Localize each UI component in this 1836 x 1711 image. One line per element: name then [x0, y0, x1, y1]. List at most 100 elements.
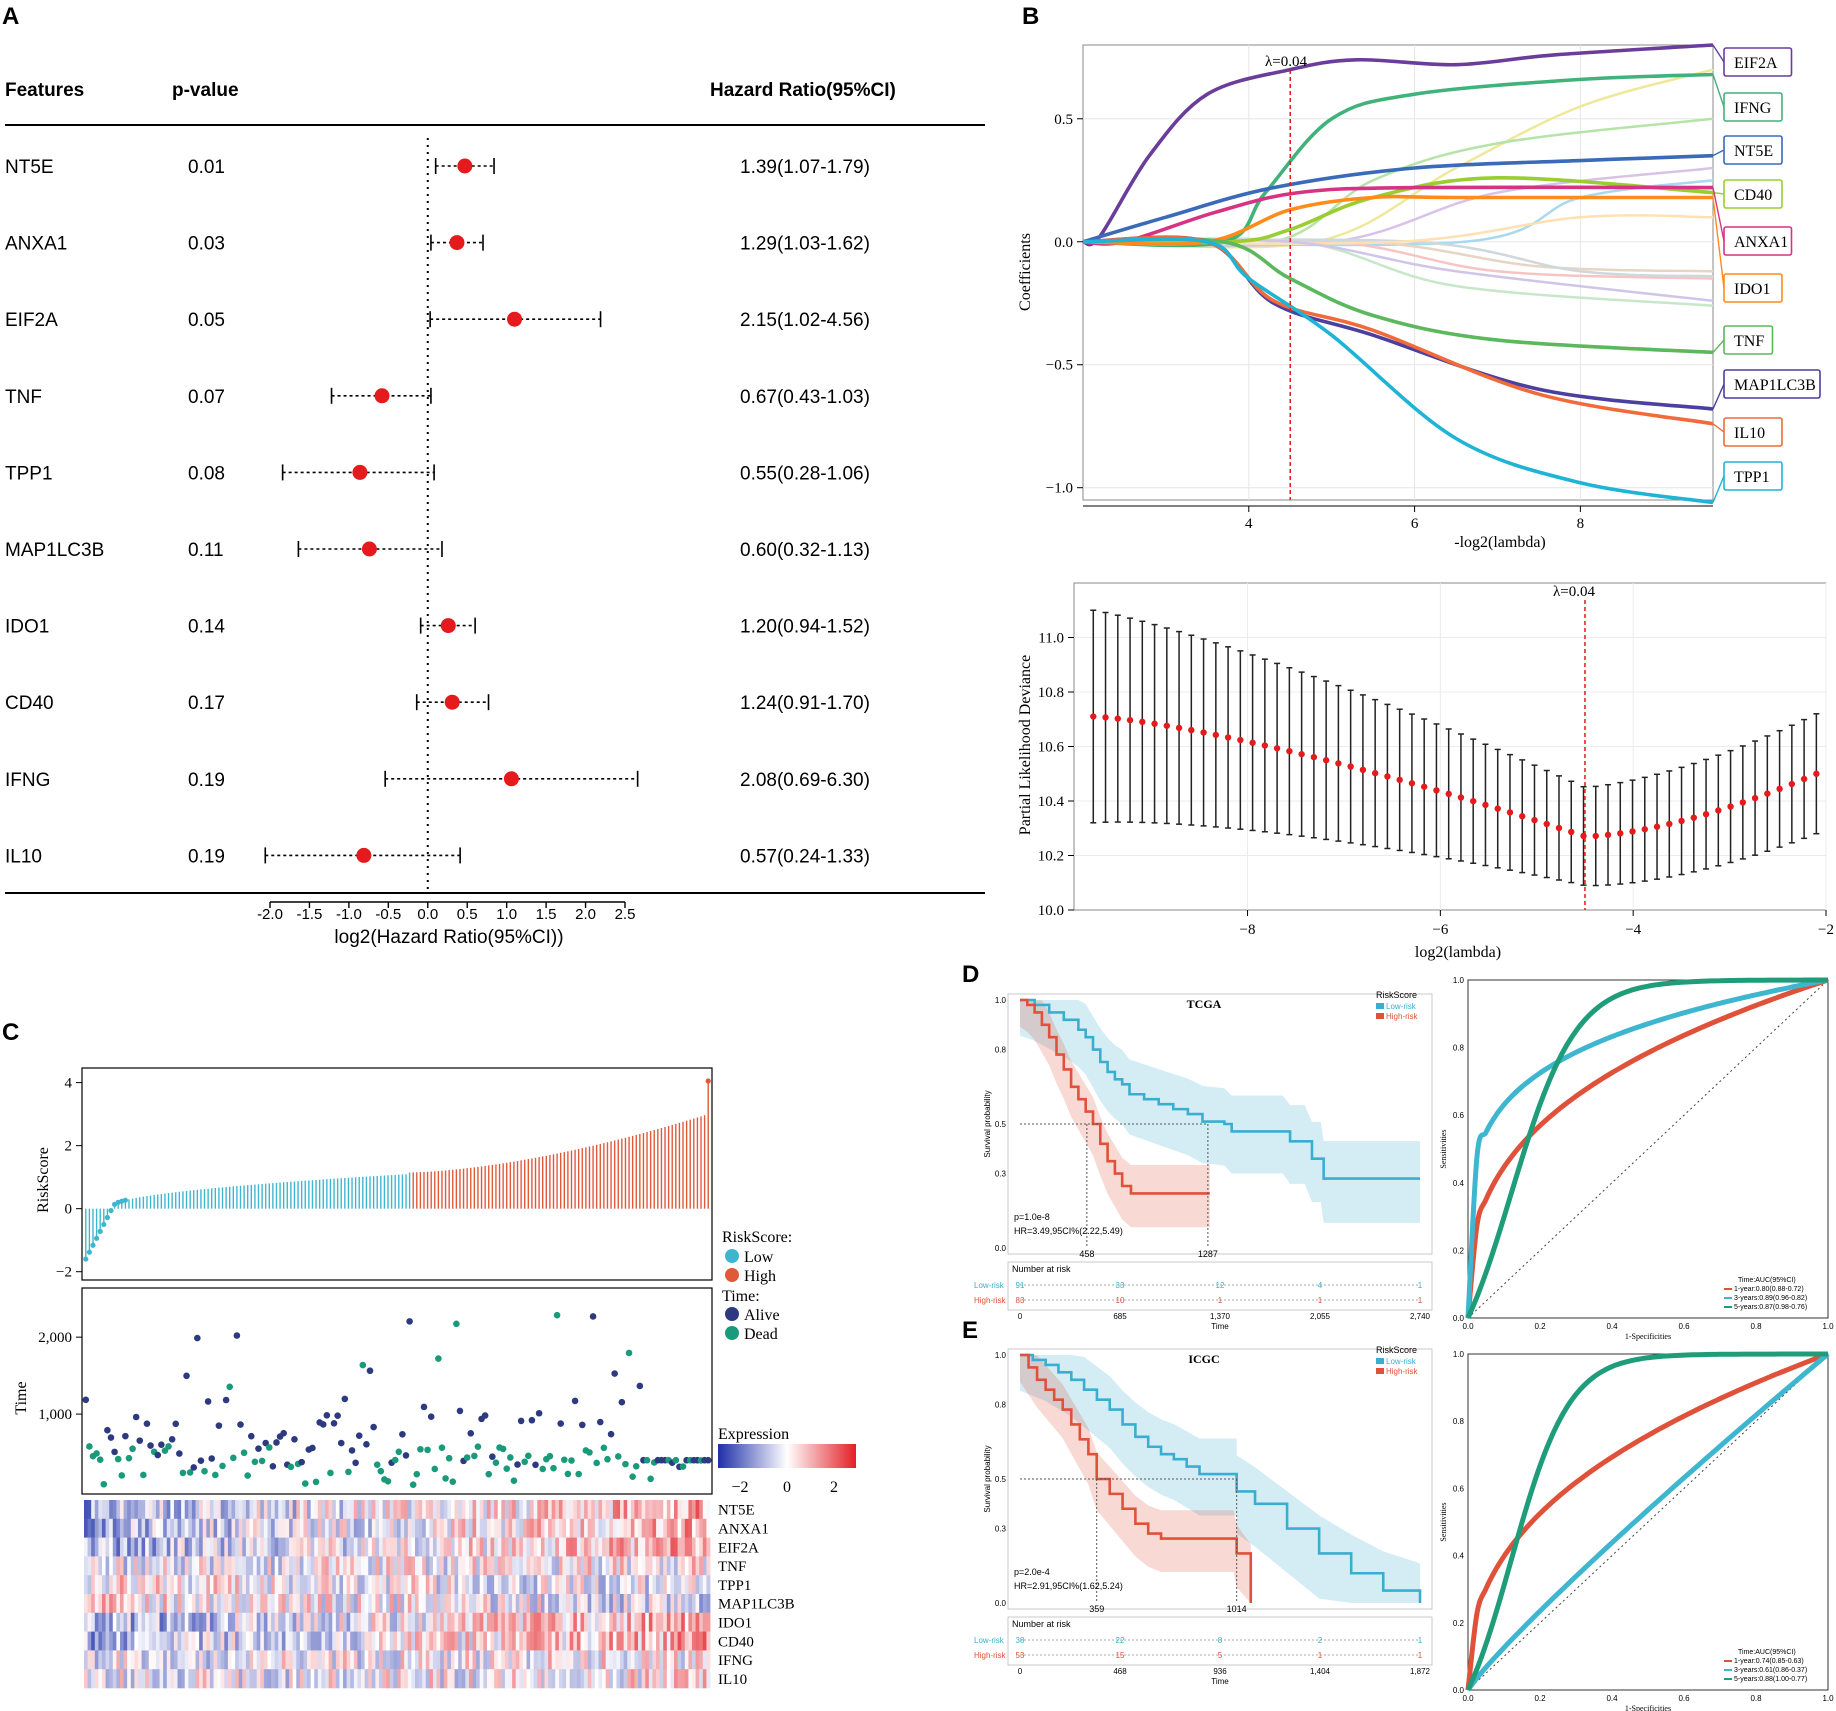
heatmap-cell	[623, 1669, 628, 1689]
heatmap-cell	[533, 1612, 538, 1632]
heatmap-cell	[260, 1500, 265, 1520]
roc-xlabel: 1-Specificities	[1625, 1704, 1671, 1711]
heatmap-cell	[436, 1669, 441, 1689]
heatmap-cell	[253, 1518, 258, 1538]
heatmap-cell	[105, 1500, 110, 1520]
heatmap-cell	[375, 1669, 380, 1689]
heatmap-cell	[706, 1537, 711, 1557]
heatmap-cell	[458, 1612, 463, 1632]
heatmap-cell	[119, 1518, 124, 1538]
forest-tick-label: -1.5	[297, 906, 323, 923]
heatmap-cell	[317, 1537, 322, 1557]
time-status-dot	[107, 1434, 115, 1441]
heatmap-cell	[353, 1518, 358, 1538]
km-xlabel: Time	[1211, 1677, 1229, 1686]
heatmap-cell	[436, 1518, 441, 1538]
legend-low-label: Low	[744, 1249, 774, 1266]
time-status-dot	[114, 1455, 122, 1463]
heatmap-cell	[155, 1575, 160, 1595]
heatmap-cell	[170, 1669, 175, 1689]
heatmap-cell	[659, 1575, 664, 1595]
km-legend-low-swatch	[1376, 1358, 1384, 1364]
forest-feature-label: IL10	[5, 846, 42, 867]
time-status-dot	[301, 1480, 309, 1487]
heatmap-cell	[400, 1612, 405, 1632]
heatmap-cell	[544, 1650, 549, 1670]
heatmap-cell	[227, 1650, 232, 1670]
cv-point	[1163, 722, 1171, 729]
heatmap-cell	[465, 1650, 470, 1670]
heatmap-cell	[209, 1575, 214, 1595]
heatmap-cell	[267, 1612, 272, 1632]
heatmap-cell	[213, 1537, 218, 1557]
heatmap-cell	[602, 1594, 607, 1614]
heatmap-cell	[263, 1537, 268, 1557]
heatmap-cell	[371, 1518, 376, 1538]
heatmap-cell	[314, 1669, 319, 1689]
heatmap-cell	[609, 1500, 614, 1520]
heatmap-cell	[368, 1518, 373, 1538]
heatmap-cell	[432, 1594, 437, 1614]
heatmap-cell	[159, 1500, 164, 1520]
heatmap-cell	[587, 1575, 592, 1595]
heatmap-cell	[119, 1650, 124, 1670]
km-risk-low-count: 22	[1116, 1636, 1125, 1645]
heatmap-cell	[249, 1612, 254, 1632]
cv-point	[1126, 716, 1134, 724]
heatmap-cell	[145, 1631, 150, 1651]
heatmap-cell	[659, 1650, 664, 1670]
roc-y-tick-label: 0.6	[1453, 1111, 1465, 1120]
km-median-low-label: 1014	[1227, 1604, 1247, 1614]
heatmap-cell	[397, 1650, 401, 1670]
heatmap-cell	[569, 1537, 574, 1557]
heatmap-cell	[242, 1631, 247, 1651]
heatmap-cell	[397, 1594, 401, 1614]
heatmap-cell	[289, 1669, 294, 1689]
cv-point	[1715, 807, 1722, 814]
heatmap-cell	[112, 1556, 117, 1576]
heatmap-cell	[364, 1518, 369, 1538]
heatmap-cell	[461, 1594, 466, 1614]
roc-y-tick-label: 0.8	[1453, 1417, 1465, 1426]
heatmap-cell	[242, 1518, 247, 1538]
time-status-dot	[118, 1472, 126, 1479]
risk-score-point	[90, 1242, 96, 1248]
heatmap-cell	[127, 1518, 132, 1538]
heatmap-cell	[519, 1594, 524, 1614]
heatmap-cell	[411, 1518, 416, 1538]
heatmap-cell	[274, 1556, 279, 1576]
heatmap-cell	[447, 1500, 452, 1520]
heatmap-cell	[580, 1669, 585, 1689]
heatmap-cell	[256, 1631, 261, 1651]
heatmap-cell	[310, 1669, 315, 1689]
time-status-dot	[183, 1372, 190, 1380]
heatmap-cell	[213, 1518, 218, 1538]
km-y-tick-label: 0.5	[995, 1475, 1007, 1484]
heatmap-cell	[490, 1631, 495, 1651]
heatmap-cell	[173, 1500, 178, 1520]
heatmap-cell	[508, 1518, 513, 1538]
heatmap-cell	[681, 1537, 686, 1557]
heatmap-cell	[479, 1500, 484, 1520]
forest-tick-label: 1.0	[496, 906, 517, 923]
heatmap-cell	[130, 1518, 135, 1538]
heatmap-cell	[328, 1650, 333, 1670]
heatmap-cell	[361, 1518, 366, 1538]
heatmap-cell	[566, 1631, 571, 1651]
risk-score-point	[86, 1249, 92, 1255]
roc-legend-entry: 1-year:0.74(0.85-0.63)	[1734, 1658, 1804, 1665]
heatmap-cell	[695, 1594, 700, 1614]
heatmap-cell	[328, 1669, 333, 1689]
heatmap-cell	[245, 1518, 250, 1538]
heatmap-cell	[303, 1537, 308, 1557]
legend-risk-title: RiskScore:	[722, 1229, 792, 1246]
heatmap-cell	[566, 1518, 571, 1538]
coef-x-tick-label: 6	[1411, 516, 1419, 532]
heatmap-cell	[386, 1500, 391, 1520]
heatmap-cell	[227, 1669, 232, 1689]
heatmap-cell	[123, 1594, 128, 1614]
heatmap-cell	[587, 1500, 592, 1520]
heatmap-cell	[522, 1556, 527, 1576]
heatmap-cell	[101, 1518, 106, 1538]
heatmap-cell	[692, 1556, 697, 1576]
